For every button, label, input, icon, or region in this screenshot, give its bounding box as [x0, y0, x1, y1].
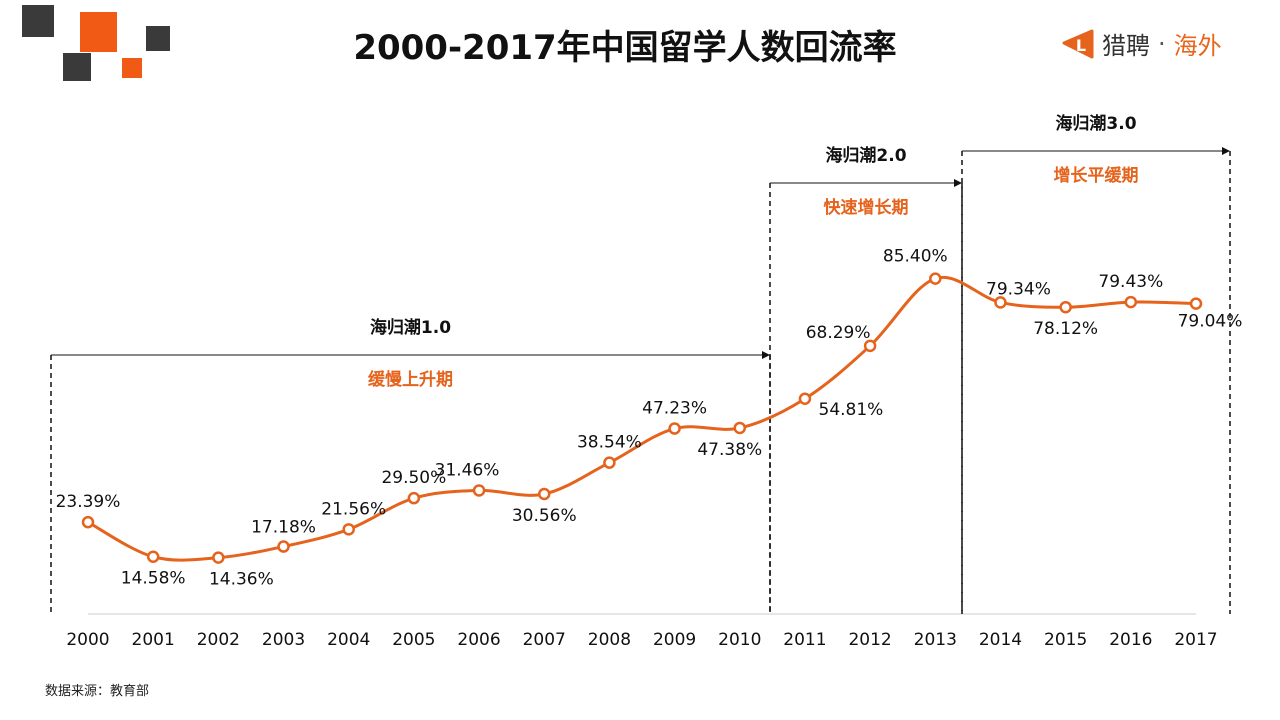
x-tick-label: 2002	[197, 630, 240, 650]
data-point	[994, 296, 1007, 309]
phase-name: 缓慢上升期	[368, 369, 453, 390]
phase-name: 快速增长期	[824, 197, 909, 218]
data-point	[146, 550, 160, 563]
data-label: 30.56%	[512, 506, 577, 526]
data-label: 38.54%	[577, 433, 642, 453]
data-point	[277, 540, 290, 553]
cube-icon	[22, 5, 54, 37]
data-point	[929, 272, 942, 285]
cube-icon	[63, 53, 91, 81]
brand-sub: 海外	[1173, 32, 1222, 60]
chart-title: 2000-2017年中国留学人数回流率	[353, 28, 897, 68]
brand-name: 猎聘	[1102, 32, 1150, 60]
data-label: 29.50%	[381, 468, 446, 488]
brand-logo: L 猎聘 · 海外	[1062, 26, 1222, 61]
brand-l-icon: L	[1062, 29, 1094, 58]
x-tick-label: 2012	[848, 630, 891, 650]
x-tick-label: 2013	[914, 630, 957, 650]
x-tick-label: 2007	[523, 630, 566, 650]
data-label: 68.29%	[806, 323, 871, 343]
brand-separator: ·	[1158, 29, 1166, 58]
data-point	[798, 392, 812, 406]
data-point	[863, 339, 877, 353]
data-point	[1124, 295, 1138, 309]
cube-icon	[146, 26, 170, 51]
data-point	[537, 487, 551, 501]
data-point	[472, 484, 486, 497]
x-tick-label: 2004	[327, 630, 370, 650]
phase-title: 海归潮1.0	[370, 317, 451, 338]
data-label: 79.04%	[1178, 312, 1243, 332]
data-point	[1059, 300, 1072, 314]
data-point	[212, 551, 225, 564]
x-tick-label: 2005	[392, 630, 435, 650]
phase-name: 增长平缓期	[1054, 165, 1139, 186]
data-label: 14.36%	[209, 570, 274, 590]
x-tick-label: 2014	[979, 630, 1022, 650]
x-tick-label: 2011	[783, 630, 826, 650]
x-tick-label: 2006	[457, 630, 500, 650]
data-point	[1189, 297, 1203, 310]
x-tick-label: 2003	[262, 630, 305, 650]
data-point	[342, 523, 355, 536]
x-tick-label: 2010	[718, 630, 761, 650]
data-label: 85.40%	[883, 247, 948, 267]
data-point	[407, 491, 421, 505]
data-label: 23.39%	[56, 492, 121, 512]
data-source: 数据来源：教育部	[45, 684, 150, 699]
x-tick-label: 2016	[1109, 630, 1152, 650]
phase-title: 海归潮3.0	[1055, 113, 1136, 134]
data-label: 54.81%	[819, 400, 884, 420]
x-tick-label: 2017	[1174, 630, 1217, 650]
cube-icon	[122, 58, 142, 78]
svg-text:L: L	[1076, 36, 1086, 55]
x-tick-label: 2008	[588, 630, 631, 650]
data-point	[81, 515, 95, 529]
data-point	[668, 422, 681, 435]
data-label: 14.58%	[121, 569, 186, 589]
data-label: 17.18%	[251, 518, 316, 538]
data-label: 78.12%	[1033, 319, 1098, 339]
x-tick-label: 2015	[1044, 630, 1087, 650]
decor-cubes	[22, 5, 170, 81]
data-label: 79.34%	[986, 279, 1051, 299]
x-tick-label: 2000	[66, 630, 109, 650]
x-tick-label: 2009	[653, 630, 696, 650]
data-label: 31.46%	[435, 460, 500, 480]
data-point	[603, 456, 616, 469]
data-point	[733, 421, 747, 435]
data-label: 47.38%	[697, 440, 762, 460]
x-tick-label: 2001	[132, 630, 175, 650]
data-label: 21.56%	[321, 499, 386, 519]
phase-title: 海归潮2.0	[825, 145, 906, 166]
cube-icon	[80, 12, 117, 52]
data-label: 47.23%	[642, 399, 707, 419]
data-label: 79.43%	[1098, 272, 1163, 292]
